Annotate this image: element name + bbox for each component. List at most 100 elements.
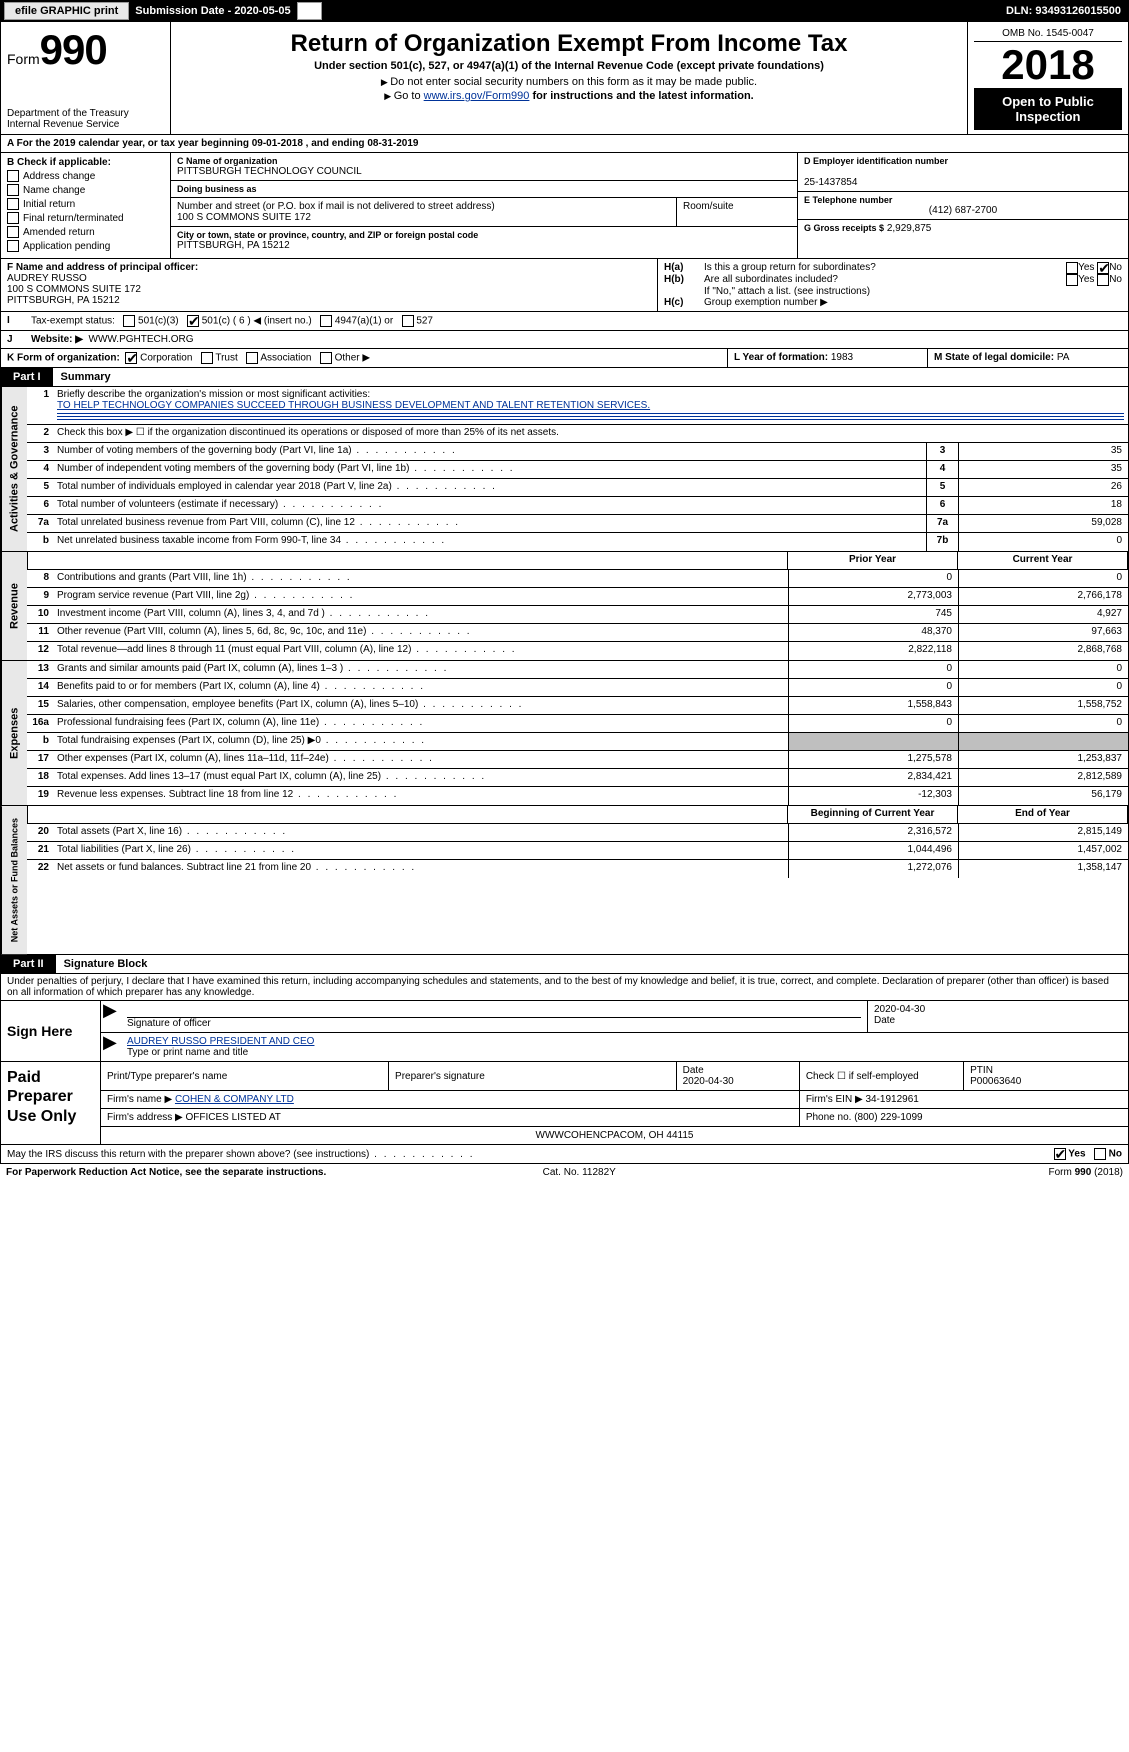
k-assoc-checkbox[interactable] bbox=[246, 352, 258, 364]
sidetab-netassets: Net Assets or Fund Balances bbox=[1, 806, 27, 954]
m-label: M State of legal domicile: bbox=[934, 352, 1054, 363]
k-other-checkbox[interactable] bbox=[320, 352, 332, 364]
ein-label: D Employer identification number bbox=[804, 156, 1122, 166]
j-label: J bbox=[1, 331, 25, 348]
colb-item: Initial return bbox=[7, 198, 164, 210]
f-addr1: 100 S COMMONS SUITE 172 bbox=[7, 284, 141, 295]
dba-cell: Doing business as bbox=[171, 181, 797, 198]
prep-selfemp: Check ☐ if self-employed bbox=[799, 1062, 963, 1091]
i-501c-checkbox[interactable] bbox=[187, 315, 199, 327]
dln: DLN: 93493126015500 bbox=[1006, 5, 1121, 17]
colb-label: Initial return bbox=[23, 199, 75, 210]
ha-no-checkbox[interactable] bbox=[1097, 262, 1109, 274]
ha-yes-checkbox[interactable] bbox=[1066, 262, 1078, 274]
discuss-no-checkbox[interactable] bbox=[1094, 1148, 1106, 1160]
data-row: 16aProfessional fundraising fees (Part I… bbox=[27, 715, 1128, 733]
k-opt-1: Trust bbox=[215, 353, 237, 364]
submission-date-label: Submission Date - 2020-05-05 bbox=[135, 5, 290, 17]
part1-header: Part I Summary bbox=[0, 368, 1129, 387]
hb-yes: Yes bbox=[1078, 274, 1094, 286]
data-row: 21Total liabilities (Part X, line 26)1,0… bbox=[27, 842, 1128, 860]
row-i: I Tax-exempt status: 501(c)(3) 501(c) ( … bbox=[0, 312, 1129, 331]
phone-cell: E Telephone number (412) 687-2700 bbox=[798, 192, 1128, 220]
hb-yes-checkbox[interactable] bbox=[1066, 274, 1078, 286]
h-a: Is this a group return for subordinates? bbox=[704, 262, 1066, 274]
k-opt-3: Other ▶ bbox=[335, 353, 370, 364]
q2: Check this box ▶ ☐ if the organization d… bbox=[53, 425, 1128, 442]
na-header: Beginning of Current Year End of Year bbox=[27, 806, 1128, 824]
k-label: K Form of organization: bbox=[7, 353, 120, 364]
line-1: 1 Briefly describe the organization's mi… bbox=[27, 387, 1128, 425]
phone-lbl: Phone no. bbox=[806, 1112, 852, 1123]
h-b2: If "No," attach a list. (see instruction… bbox=[664, 286, 1122, 297]
i-opt-3: 527 bbox=[416, 316, 433, 327]
discuss-yes-checkbox[interactable] bbox=[1054, 1148, 1066, 1160]
officer-name[interactable]: AUDREY RUSSO PRESIDENT AND CEO bbox=[127, 1036, 314, 1047]
firm-name[interactable]: COHEN & COMPANY LTD bbox=[175, 1094, 294, 1105]
efile-button[interactable]: efile GRAPHIC print bbox=[4, 2, 129, 20]
department: Department of the Treasury Internal Reve… bbox=[7, 108, 164, 130]
firm-addr-lbl: Firm's address ▶ bbox=[107, 1112, 183, 1123]
q1: Briefly describe the organization's miss… bbox=[57, 389, 370, 400]
line-2: 2 Check this box ▶ ☐ if the organization… bbox=[27, 425, 1128, 443]
ein-cell: D Employer identification number 25-1437… bbox=[798, 153, 1128, 192]
colb-label: Final return/terminated bbox=[23, 213, 124, 224]
part2-tag: Part II bbox=[1, 955, 56, 973]
col-b-head: B Check if applicable: bbox=[7, 157, 164, 168]
colb-checkbox[interactable] bbox=[7, 226, 19, 238]
k-opt-2: Association bbox=[260, 353, 311, 364]
perjury-statement: Under penalties of perjury, I declare th… bbox=[0, 974, 1129, 1001]
data-row: 12Total revenue—add lines 8 through 11 (… bbox=[27, 642, 1128, 660]
k-trust-checkbox[interactable] bbox=[201, 352, 213, 364]
na-py-hdr: Beginning of Current Year bbox=[787, 806, 957, 823]
hb-no-checkbox[interactable] bbox=[1097, 274, 1109, 286]
colb-item: Address change bbox=[7, 170, 164, 182]
ein-lbl: Firm's EIN ▶ bbox=[806, 1094, 863, 1105]
tax-exempt-status: Tax-exempt status: 501(c)(3) 501(c) ( 6 … bbox=[25, 312, 1128, 330]
discuss-text: May the IRS discuss this return with the… bbox=[7, 1149, 475, 1160]
principal-officer: F Name and address of principal officer:… bbox=[1, 259, 658, 311]
discuss-no: No bbox=[1109, 1149, 1122, 1160]
org-name-label: C Name of organization bbox=[177, 156, 791, 166]
prep-h1: Preparer's signature bbox=[389, 1062, 677, 1091]
l-value: 1983 bbox=[831, 352, 853, 363]
mission-text[interactable]: TO HELP TECHNOLOGY COMPANIES SUCCEED THR… bbox=[57, 400, 650, 411]
header-left: Form990 Department of the Treasury Inter… bbox=[1, 22, 171, 134]
gross-cell: G Gross receipts $ 2,929,875 bbox=[798, 220, 1128, 237]
hb-no: No bbox=[1109, 274, 1122, 286]
colb-checkbox[interactable] bbox=[7, 198, 19, 210]
colb-checkbox[interactable] bbox=[7, 184, 19, 196]
irs-link[interactable]: www.irs.gov/Form990 bbox=[424, 90, 530, 102]
i-opt-2: 4947(a)(1) or bbox=[335, 316, 393, 327]
i-text: Tax-exempt status: bbox=[31, 316, 115, 327]
org-name: PITTSBURGH TECHNOLOGY COUNCIL bbox=[177, 166, 791, 177]
part1-title: Summary bbox=[53, 368, 119, 386]
row-a-tax-year: A For the 2019 calendar year, or tax yea… bbox=[0, 135, 1129, 153]
paid-preparer-block: Paid Preparer Use Only Print/Type prepar… bbox=[0, 1062, 1129, 1145]
colb-label: Application pending bbox=[23, 241, 110, 252]
website-value: WWW.PGHTECH.ORG bbox=[89, 334, 194, 345]
i-501c3-checkbox[interactable] bbox=[123, 315, 135, 327]
data-row: 14Benefits paid to or for members (Part … bbox=[27, 679, 1128, 697]
data-row: bTotal fundraising expenses (Part IX, co… bbox=[27, 733, 1128, 751]
gov-row: bNet unrelated business taxable income f… bbox=[27, 533, 1128, 551]
summary-expenses: Expenses 13Grants and similar amounts pa… bbox=[0, 661, 1129, 806]
m-value: PA bbox=[1057, 352, 1070, 363]
city-cell: City or town, state or province, country… bbox=[171, 227, 797, 254]
i-label: I bbox=[1, 312, 25, 330]
h-c: Group exemption number ▶ bbox=[704, 297, 828, 308]
k-corp-checkbox[interactable] bbox=[125, 352, 137, 364]
sign-arrow2-icon: ▶ bbox=[101, 1033, 121, 1061]
summary-governance: Activities & Governance 1 Briefly descri… bbox=[0, 387, 1129, 552]
colb-checkbox[interactable] bbox=[7, 240, 19, 252]
colb-checkbox[interactable] bbox=[7, 170, 19, 182]
discuss-yes: Yes bbox=[1068, 1149, 1085, 1160]
open-to-public: Open to Public Inspection bbox=[974, 88, 1122, 130]
part2-header: Part II Signature Block bbox=[0, 955, 1129, 974]
col-c: C Name of organization PITTSBURGH TECHNO… bbox=[171, 153, 798, 258]
ha-yes: Yes bbox=[1078, 262, 1094, 274]
part2-title: Signature Block bbox=[56, 955, 156, 973]
i-4947-checkbox[interactable] bbox=[320, 315, 332, 327]
i-527-checkbox[interactable] bbox=[402, 315, 414, 327]
colb-checkbox[interactable] bbox=[7, 212, 19, 224]
